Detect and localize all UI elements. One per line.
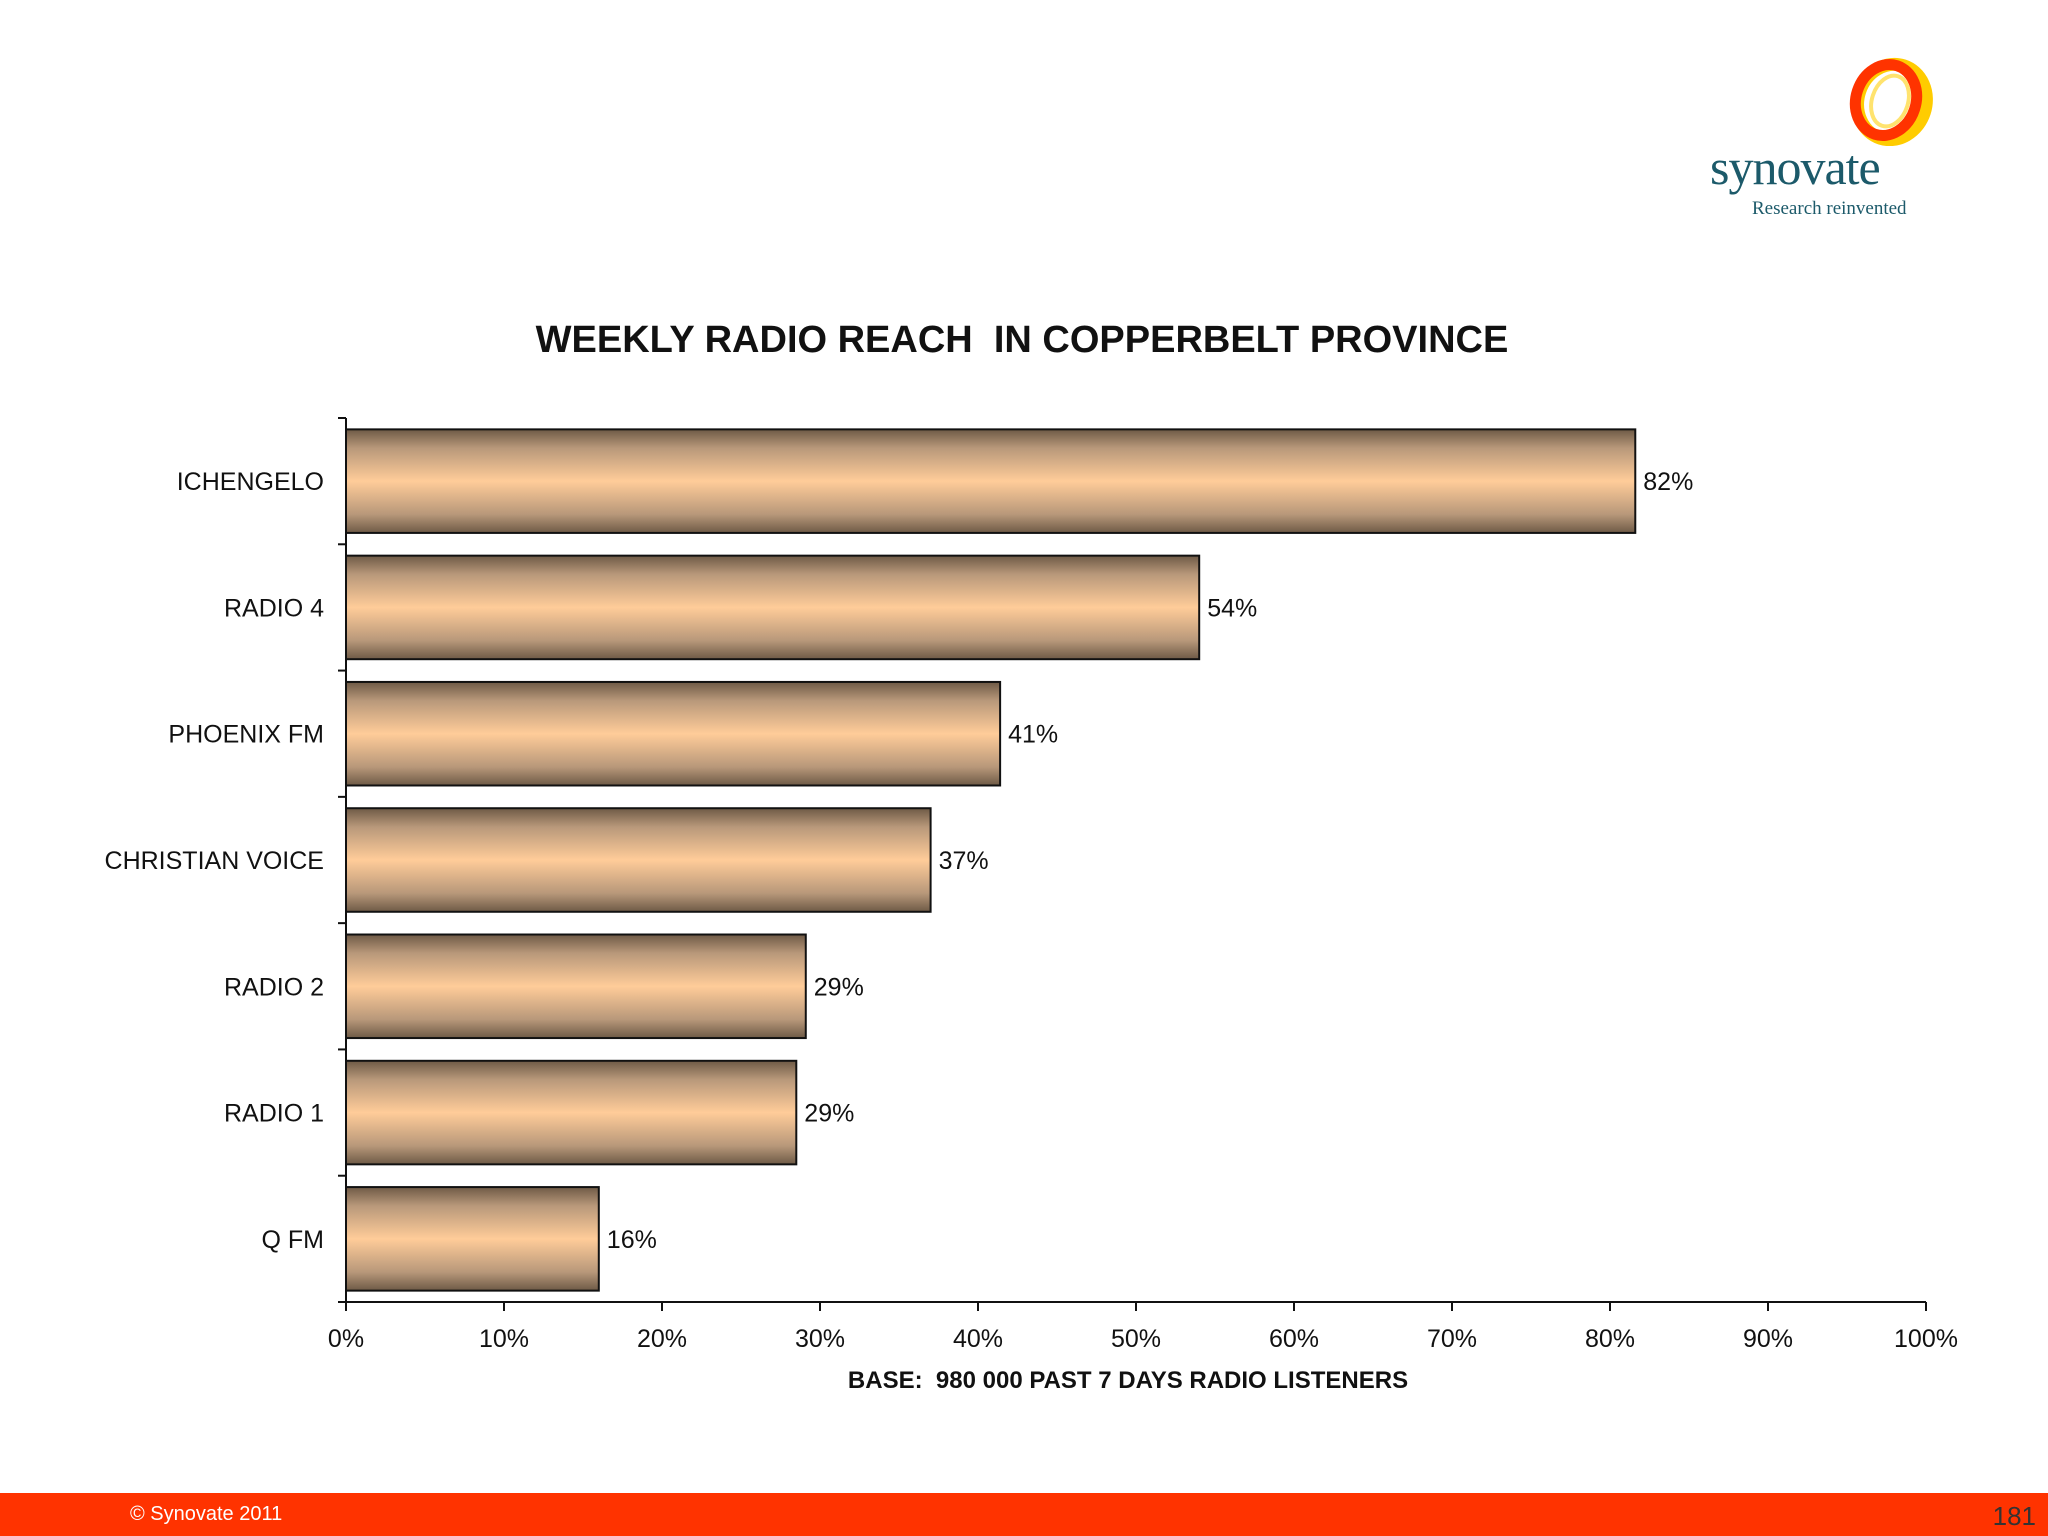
bar	[345, 554, 1201, 661]
copyright-text: © Synovate 2011	[130, 1503, 283, 1525]
category-label: RADIO 2	[224, 973, 324, 1001]
bar-chart: WEEKLY RADIO REACH IN COPPERBELT PROVINC…	[105, 319, 1958, 1394]
x-tick-label: 30%	[795, 1325, 845, 1353]
chart-title: WEEKLY RADIO REACH IN COPPERBELT PROVINC…	[536, 319, 1509, 361]
category-label: Q FM	[262, 1226, 325, 1254]
category-label: RADIO 4	[224, 594, 324, 622]
x-tick-label: 100%	[1894, 1325, 1958, 1353]
category-label: PHOENIX FM	[168, 721, 324, 749]
bar	[345, 1059, 798, 1166]
brand-tagline: Research reinvented	[1752, 198, 1907, 219]
data-label: 37%	[939, 847, 989, 875]
footer-bar: © Synovate 2011 181	[0, 1493, 2048, 1536]
x-tick-label: 0%	[328, 1325, 364, 1353]
data-label: 41%	[1008, 721, 1058, 749]
category-label: CHRISTIAN VOICE	[105, 847, 324, 875]
category-label: RADIO 1	[224, 1100, 324, 1128]
x-tick-label: 50%	[1111, 1325, 1161, 1353]
bar	[345, 1186, 600, 1292]
bar	[345, 933, 807, 1040]
axes-group: ICHENGELO 82% RADIO 4 54% PHOENIX FM 41% CHRIS…	[105, 417, 1958, 1353]
bar	[345, 428, 1637, 534]
x-tick-label: 10%	[479, 1325, 529, 1353]
x-tick-label: 20%	[637, 1325, 687, 1353]
bar	[345, 680, 1002, 787]
x-tick-label: 40%	[953, 1325, 1003, 1353]
bar	[345, 807, 932, 913]
synovate-logo: synovate Research reinvented	[1700, 56, 1940, 226]
data-label: 82%	[1643, 468, 1693, 496]
data-label: 16%	[607, 1226, 657, 1254]
page-number: 181	[1992, 1501, 2036, 1531]
category-label: ICHENGELO	[177, 468, 324, 496]
x-tick-label: 80%	[1585, 1325, 1635, 1353]
data-label: 29%	[814, 973, 864, 1001]
x-axis-label: BASE: 980 000 PAST 7 DAYS RADIO LISTENER…	[848, 1367, 1408, 1394]
bars-group	[345, 428, 1637, 1292]
x-tick-label: 90%	[1743, 1325, 1793, 1353]
brand-name: synovate	[1710, 139, 1881, 195]
x-tick-label: 60%	[1269, 1325, 1319, 1353]
x-tick-label: 70%	[1427, 1325, 1477, 1353]
data-label: 54%	[1207, 594, 1257, 622]
data-label: 29%	[804, 1100, 854, 1128]
ring-logo-icon	[1849, 57, 1933, 146]
